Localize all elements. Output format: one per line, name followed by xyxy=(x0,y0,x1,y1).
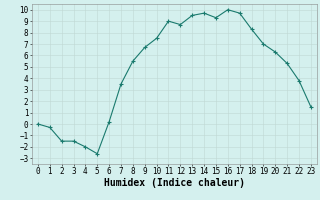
X-axis label: Humidex (Indice chaleur): Humidex (Indice chaleur) xyxy=(104,178,245,188)
